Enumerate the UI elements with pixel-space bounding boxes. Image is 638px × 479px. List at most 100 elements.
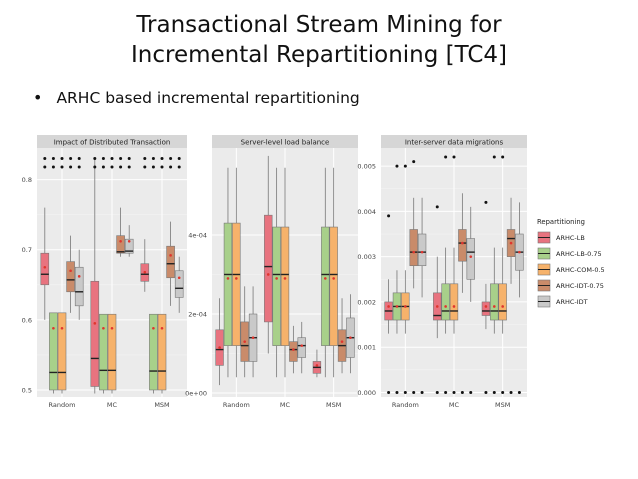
- box-mean-point: [60, 326, 64, 330]
- box-arhc-idt: [174, 270, 184, 298]
- outlier-point: [69, 157, 73, 161]
- outlier-point: [492, 155, 496, 159]
- box-arhc-lb: [40, 252, 50, 286]
- box-mean-point: [127, 239, 131, 243]
- box-mean-point: [43, 265, 47, 269]
- y-tick-label: 0.001: [357, 344, 376, 352]
- outlier-point: [51, 165, 55, 169]
- box-mean-point: [275, 277, 278, 280]
- box-mean-point: [501, 305, 504, 308]
- chart-panel-3: Inter-server data migrations 0.000 0.001 0.…: [357, 135, 527, 409]
- outlier-point: [119, 165, 123, 169]
- outlier-point: [143, 165, 147, 169]
- box-mean-point: [444, 305, 447, 308]
- outlier-point: [509, 390, 513, 394]
- outlier-point: [77, 165, 81, 169]
- outlier-point: [412, 390, 416, 394]
- slide-title-line-2: Incremental Repartitioning [TC4]: [131, 42, 507, 68]
- box-mean-point: [435, 305, 439, 308]
- box-mean-point: [395, 305, 399, 308]
- outlier-point: [444, 155, 448, 159]
- box-mean-point: [152, 326, 155, 330]
- outlier-point: [444, 390, 448, 394]
- x-tick-label: Random: [392, 401, 419, 409]
- box-arhc-lb-0.75: [321, 226, 330, 346]
- box-arhc-lb-0.75: [223, 222, 233, 346]
- outlier-point: [501, 390, 505, 394]
- outlier-point: [435, 390, 439, 394]
- legend-title: Repartitioning: [537, 218, 585, 226]
- outlier-point: [420, 390, 424, 394]
- outlier-point: [119, 157, 123, 161]
- panel-strip: [212, 135, 358, 148]
- outlier-point: [484, 390, 488, 394]
- box-arhc-lb: [264, 214, 273, 323]
- box-mean-point: [177, 276, 181, 280]
- outlier-point: [51, 157, 55, 161]
- outlier-point: [143, 157, 147, 161]
- outlier-point: [395, 390, 399, 394]
- box-arhc-com-0.5: [329, 226, 338, 346]
- outlier-point: [127, 165, 131, 169]
- box-arhc-lb: [90, 280, 100, 387]
- box-mean-point: [77, 275, 81, 278]
- box-mean-point: [461, 241, 464, 245]
- x-tick-label: MC: [107, 401, 118, 409]
- outlier-point: [151, 157, 155, 161]
- box-mean-point: [469, 255, 473, 258]
- box-mean-point: [452, 305, 456, 308]
- outlier-point: [43, 157, 47, 161]
- box-arhc-com-0.5: [280, 226, 290, 346]
- x-tick-label: Random: [223, 401, 250, 409]
- y-tick-label: 0.000: [357, 389, 376, 397]
- box-mean-point: [226, 277, 230, 280]
- box-mean-point: [251, 336, 255, 340]
- outlier-point: [501, 155, 505, 159]
- outlier-point: [492, 390, 496, 394]
- box-arhc-lb-0.75: [272, 226, 281, 346]
- y-tick-label: 0.8: [22, 176, 32, 184]
- outlier-point: [452, 390, 456, 394]
- outlier-point: [469, 390, 473, 394]
- bullet-dot-icon: •: [33, 88, 43, 107]
- x-tick-label: MC: [280, 401, 291, 409]
- outlier-point: [160, 165, 164, 169]
- outlier-point: [460, 390, 464, 394]
- box-mean-point: [69, 269, 72, 273]
- outlier-point: [43, 165, 47, 169]
- x-tick-label: MSM: [326, 401, 341, 409]
- box-arhc-lb: [481, 301, 491, 316]
- outlier-point: [403, 164, 407, 168]
- box-mean-point: [102, 326, 105, 330]
- outlier-point: [435, 205, 439, 209]
- y-tick-label: 2e-04: [188, 311, 207, 319]
- panel-strip: [37, 135, 187, 148]
- outlier-point: [169, 157, 173, 161]
- legend-item-label: ARHC-LB-0.75: [556, 250, 602, 258]
- box-mean-point: [492, 305, 496, 308]
- outlier-point: [77, 157, 81, 161]
- outlier-point: [387, 214, 391, 218]
- box-arhc-idt-0.75: [66, 261, 75, 293]
- box-arhc-idt: [74, 266, 84, 307]
- outlier-point: [127, 157, 131, 161]
- outlier-point: [60, 165, 64, 169]
- box-arhc-idt: [417, 233, 427, 267]
- outlier-point: [60, 157, 64, 161]
- box-arhc-com-0.5: [57, 312, 67, 391]
- box-mean-point: [509, 241, 513, 245]
- box-arhc-lb-0.75: [441, 283, 450, 321]
- legend-item-label: ARHC-IDT-0.75: [556, 282, 604, 290]
- box-mean-point: [218, 346, 221, 349]
- box-mean-point: [143, 270, 147, 274]
- box-mean-point: [283, 277, 287, 280]
- y-tick-label: 0.002: [357, 298, 376, 306]
- chart-panel-1: Impact of Distributed Transaction 0.5 0.6 0…: [22, 135, 187, 409]
- panel-title: Inter-server data migrations: [405, 139, 504, 147]
- box-arhc-com-0.5: [449, 283, 459, 321]
- box-mean-point: [119, 239, 122, 243]
- box-arhc-lb-0.75: [49, 312, 58, 391]
- box-mean-point: [110, 326, 114, 330]
- x-tick-label: MSM: [495, 401, 510, 409]
- box-arhc-lb-0.75: [99, 313, 108, 391]
